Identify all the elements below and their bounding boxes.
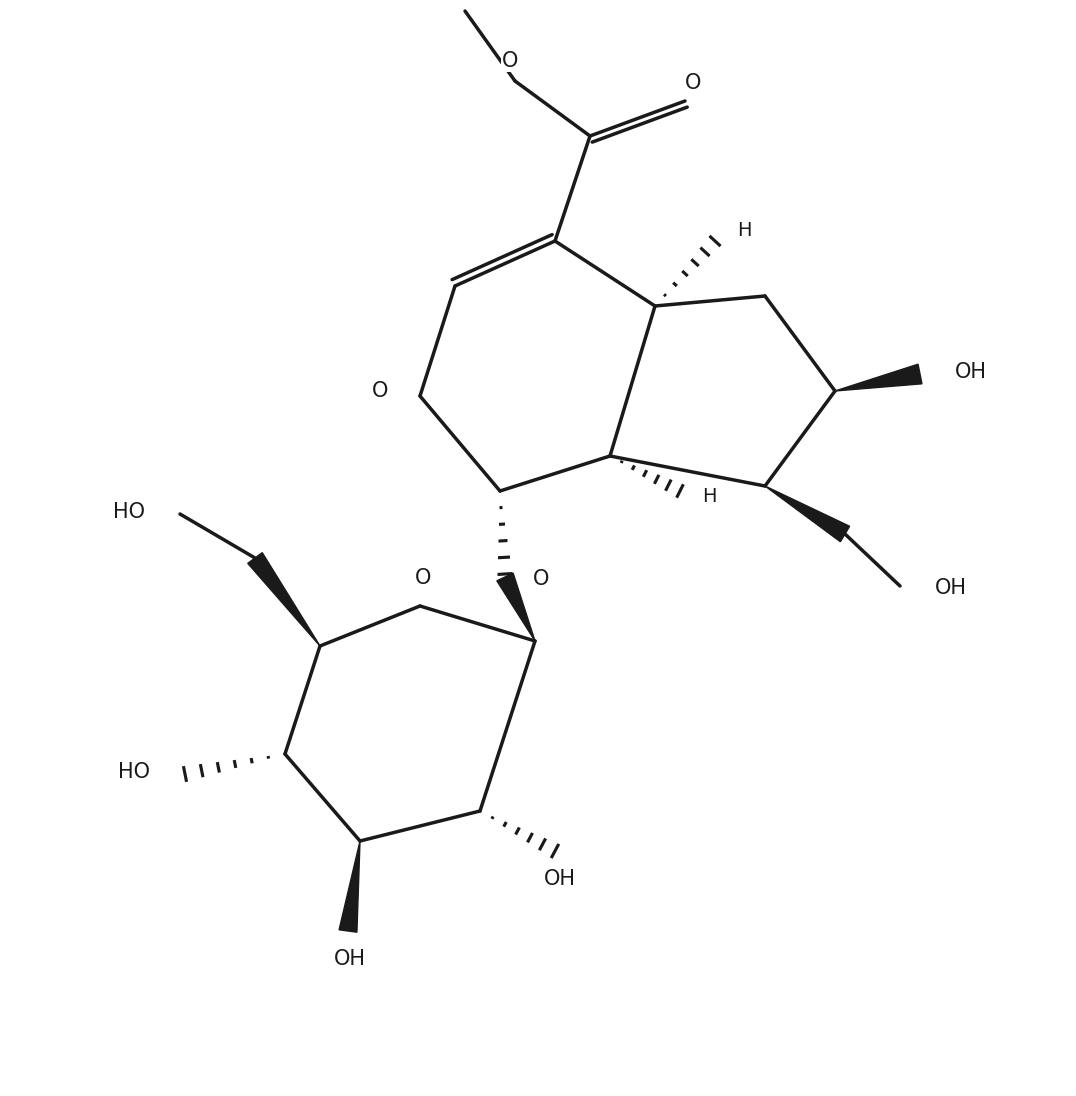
Text: H: H xyxy=(702,487,717,505)
Polygon shape xyxy=(835,364,922,391)
Polygon shape xyxy=(339,841,360,933)
Polygon shape xyxy=(497,573,535,641)
Text: O: O xyxy=(371,381,388,401)
Text: HO: HO xyxy=(118,762,150,783)
Text: O: O xyxy=(415,568,431,587)
Text: H: H xyxy=(737,221,751,240)
Text: HO: HO xyxy=(113,502,145,522)
Text: OH: OH xyxy=(955,362,987,383)
Text: O: O xyxy=(501,52,519,71)
Polygon shape xyxy=(247,552,320,646)
Text: O: O xyxy=(533,569,550,589)
Text: OH: OH xyxy=(334,949,366,969)
Polygon shape xyxy=(765,486,850,541)
Text: O: O xyxy=(684,73,702,93)
Text: OH: OH xyxy=(544,869,576,889)
Text: OH: OH xyxy=(935,578,967,598)
